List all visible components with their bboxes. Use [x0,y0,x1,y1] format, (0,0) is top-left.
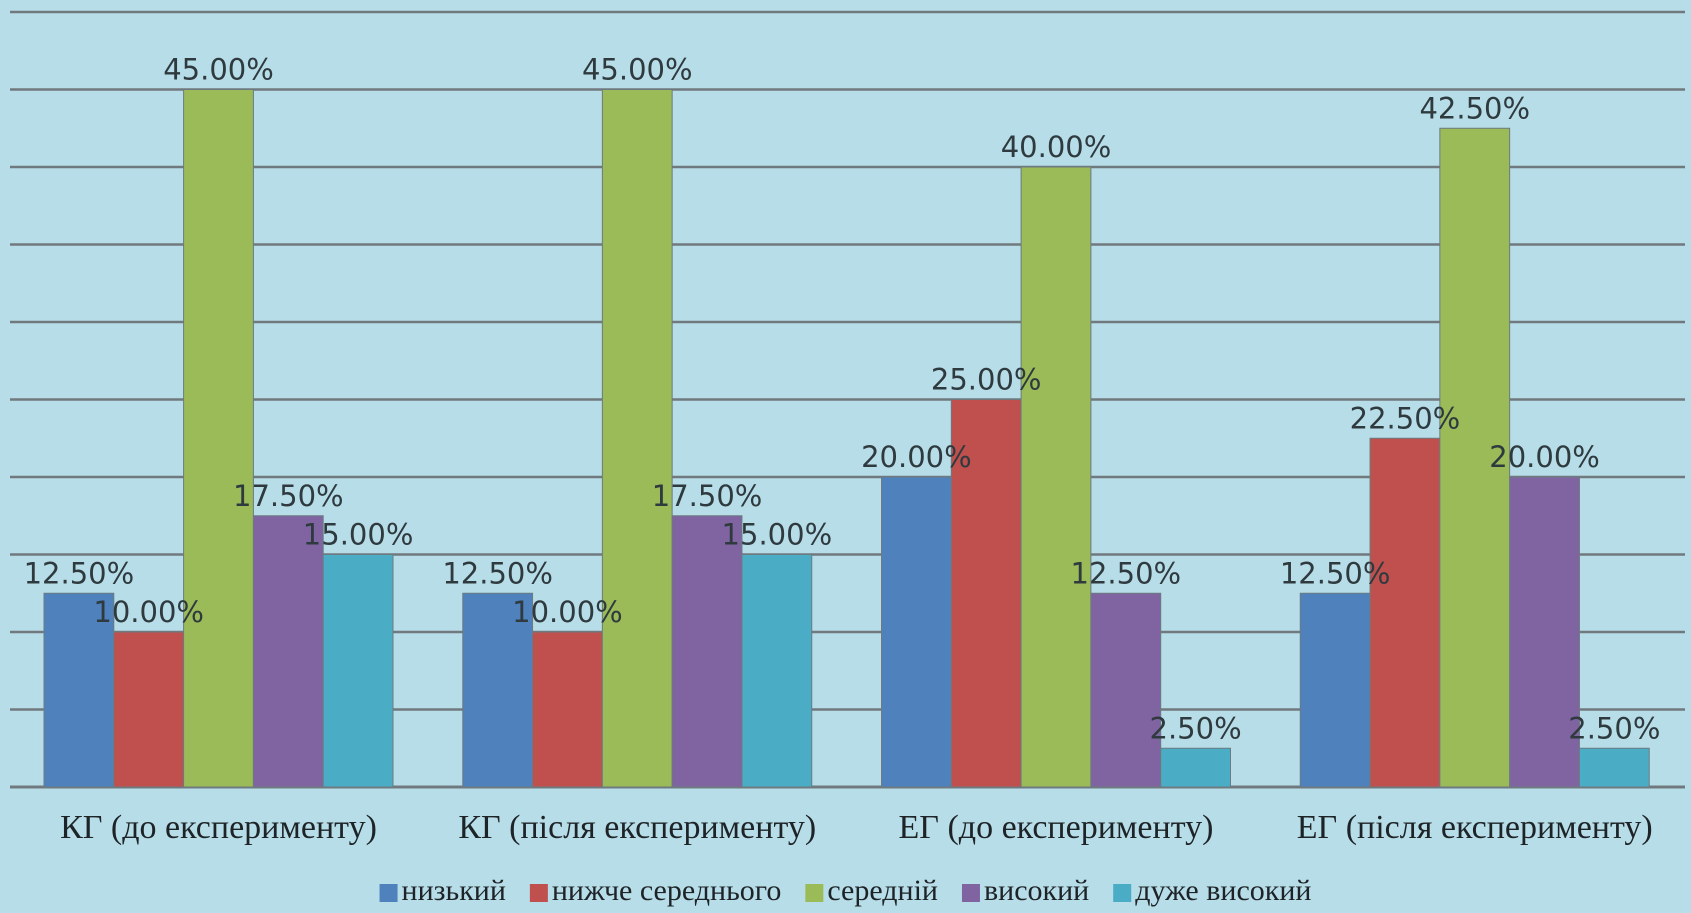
legend-item: нижче середнього [529,874,781,907]
bar [322,554,394,788]
category-axis-labels: КГ (до експерименту) КГ (після експеримен… [60,809,1653,846]
data-label: 22.50% [1350,401,1461,435]
bar [671,515,743,788]
bar [741,554,813,788]
data-labels: 12.50% 10.00% 45.00% 17.50% 15.00% 12.50% 10.0… [24,53,1661,746]
data-label: 45.00% [582,53,693,87]
bar [252,515,324,788]
bar [1578,747,1650,788]
data-label: 12.50% [442,556,553,590]
data-label: 2.50% [1150,711,1242,745]
bar [1020,166,1092,788]
data-label: 40.00% [1001,130,1112,164]
legend: низький нижче середнього середній високий ду… [379,874,1311,907]
category-label: ЕГ (до експерименту) [899,809,1214,846]
data-label: 20.00% [1489,440,1600,474]
legend-swatch [1113,884,1132,902]
bar [1160,747,1231,788]
bar [1090,592,1162,788]
bars [43,89,1650,788]
legend-label: низький [402,874,506,907]
category-label: КГ (до експерименту) [60,809,377,846]
category-label: ЕГ (після експерименту) [1297,809,1653,846]
legend-label: високий [984,874,1089,907]
data-label: 12.50% [1071,556,1182,590]
legend-swatch [805,884,824,902]
bar [43,592,115,788]
bar [601,89,673,788]
data-label: 42.50% [1419,91,1530,125]
legend-swatch [379,884,398,902]
data-label: 12.50% [1280,556,1391,590]
legend-label: середній [827,874,938,907]
category-label: КГ (після експерименту) [458,809,816,846]
legend-item: дуже високий [1113,874,1311,907]
data-label: 10.00% [93,595,204,629]
legend-label: нижче середнього [552,874,781,907]
legend-label: дуже високий [1135,874,1311,907]
bar [1509,476,1580,788]
data-label: 17.50% [652,479,763,513]
data-label: 45.00% [163,53,274,87]
legend-item: низький [379,874,506,907]
data-label: 2.50% [1568,711,1660,745]
bar [113,631,185,788]
legend-item: середній [805,874,938,907]
bar [1439,127,1511,788]
bar [950,399,1022,788]
data-label: 12.50% [24,556,135,590]
bar [183,89,254,788]
bar [1369,437,1441,788]
bar [462,592,534,788]
data-label: 25.00% [931,363,1042,397]
legend-item: високий [961,874,1089,907]
legend-swatch [529,884,548,902]
bar [881,476,952,788]
legend-swatch [961,884,980,902]
data-label: 10.00% [512,595,623,629]
bar [1299,592,1371,788]
data-label: 20.00% [861,440,972,474]
data-label: 15.00% [303,518,414,552]
data-label: 17.50% [233,479,344,513]
bar [532,631,603,788]
data-label: 15.00% [722,518,833,552]
